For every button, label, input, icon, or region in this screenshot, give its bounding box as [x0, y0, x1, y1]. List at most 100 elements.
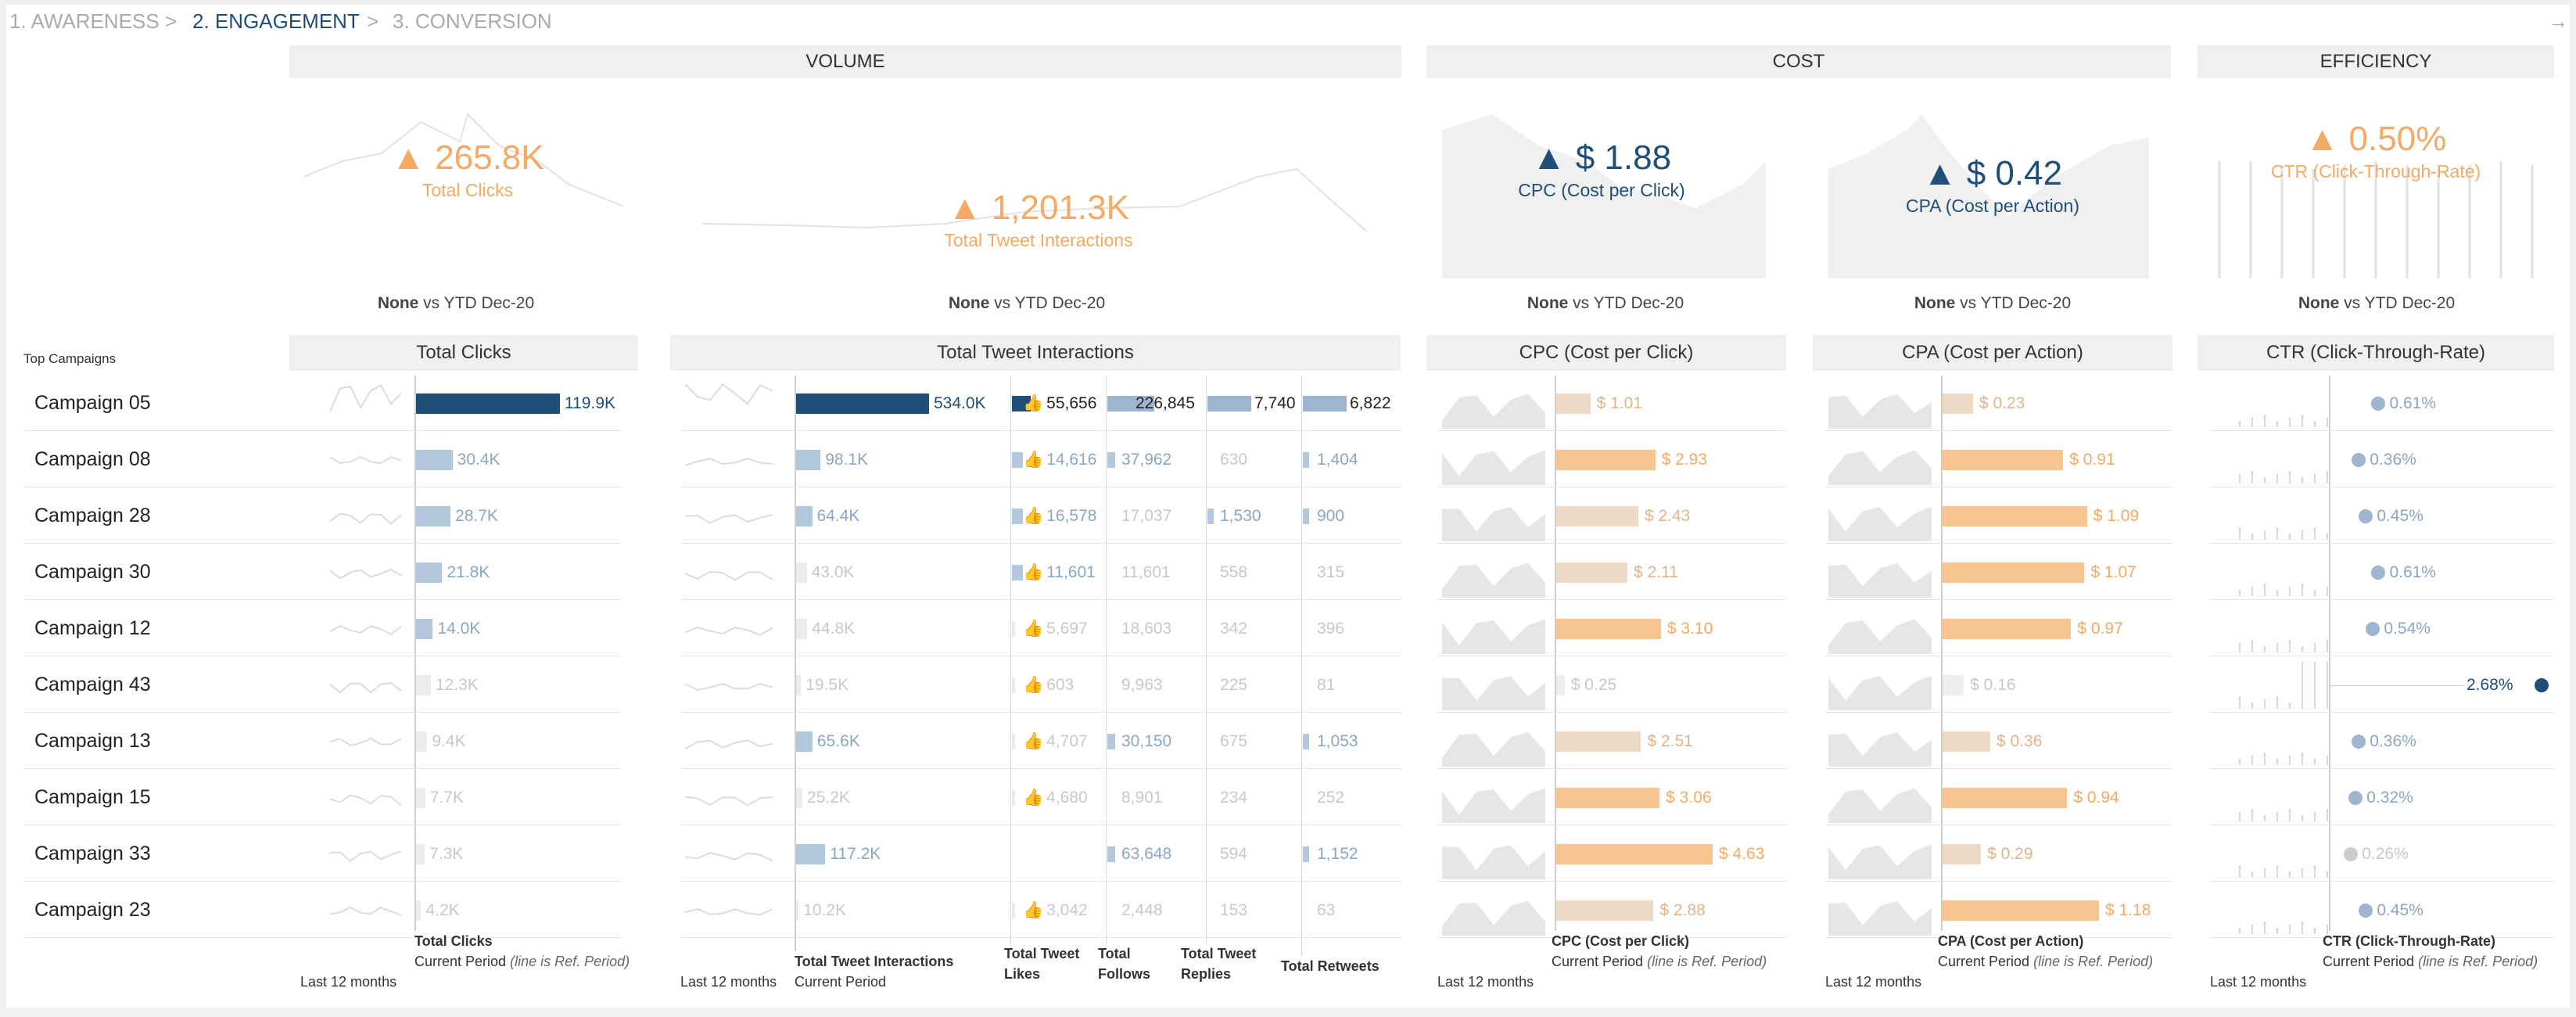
cpa-value: $ 0.23	[1979, 394, 2025, 412]
footer-cpa: CPA (Cost per Action) Current Period (lin…	[1938, 933, 2154, 969]
footer-last12: Last 12 months	[2210, 974, 2307, 990]
likes-bar	[1012, 790, 1015, 806]
likes-text: 14,616	[1046, 451, 1097, 469]
likes-value: 👍 14,616	[1023, 450, 1096, 470]
clicks-value: 28.7K	[455, 507, 498, 525]
col-header-cpc: CPC (Cost per Click)	[1426, 335, 1786, 371]
retweets-bar	[1303, 846, 1309, 862]
nav-step-engagement[interactable]: 2. ENGAGEMENT	[192, 9, 360, 33]
ctr-value: 0.61%	[2389, 563, 2436, 581]
follows-bar	[1107, 734, 1115, 749]
triangle-up-icon: ▲	[1531, 138, 1566, 177]
arrow-right-icon[interactable]: →	[2548, 9, 2568, 33]
col-header-ctr: CTR (Click-Through-Rate)	[2197, 335, 2554, 371]
cpa-bar	[1943, 562, 2085, 583]
ctr-dot	[2371, 397, 2386, 411]
likes-text: 4,680	[1046, 789, 1088, 807]
thumbs-up-icon: 👍	[1023, 901, 1044, 919]
clicks-bar	[416, 788, 425, 808]
kpi-total-interactions: ▲ 1,201.3K Total Tweet Interactions	[890, 188, 1187, 252]
interactions-value: 25.2K	[807, 789, 850, 807]
row-divider	[2210, 599, 2554, 600]
cpc-bar	[1556, 506, 1638, 526]
interactions-sparkline	[684, 570, 773, 581]
campaign-name: Campaign 05	[34, 392, 151, 414]
follows-value: 17,037	[1121, 507, 1172, 525]
replies-value: 7,740	[1254, 394, 1296, 412]
kpi-ctr: ▲ 0.50% CTR (Click-Through-Rate)	[2251, 119, 2501, 183]
ctr-value: 0.45%	[2377, 901, 2424, 919]
retweets-value: 1,053	[1317, 732, 1358, 750]
cpa-sparkline	[1828, 674, 1932, 710]
clicks-value: 119.9K	[565, 394, 615, 412]
dashboard: 1. AWARENESS > 2. ENGAGEMENT > 3. CONVER…	[6, 5, 2570, 1008]
kpi-value: $ 1.88	[1575, 138, 1672, 177]
row-divider	[1437, 712, 1786, 713]
ctr-dot	[2359, 509, 2373, 523]
row-divider	[23, 768, 621, 769]
cpc-bar	[1556, 844, 1713, 864]
interactions-bar	[796, 731, 813, 752]
footer-last12: Last 12 months	[1437, 974, 1534, 990]
row-divider	[1825, 543, 2172, 544]
likes-value: 👍 603	[1023, 675, 1074, 695]
row-divider	[1825, 430, 2172, 431]
column-divider	[1106, 376, 1107, 943]
replies-bar	[1207, 508, 1214, 524]
clicks-sparkline	[329, 794, 402, 807]
likes-text: 5,697	[1046, 620, 1088, 638]
likes-text: 55,656	[1046, 394, 1097, 412]
cpa-value: $ 0.94	[2073, 789, 2119, 807]
column-divider	[1010, 376, 1011, 943]
likes-text: 4,707	[1046, 732, 1088, 750]
cpa-value: $ 1.18	[2105, 901, 2151, 919]
cpc-value: $ 4.63	[1719, 845, 1765, 863]
campaign-name: Campaign 43	[34, 674, 151, 695]
follows-value: 226,845	[1136, 394, 1195, 412]
replies-value: 594	[1220, 845, 1248, 863]
cpa-sparkline	[1828, 562, 1932, 598]
row-divider	[680, 937, 1401, 938]
ctr-dot	[2359, 904, 2373, 918]
clicks-sparkline	[329, 737, 402, 747]
retweets-value: 1,404	[1317, 451, 1358, 469]
cpa-sparkline	[1828, 731, 1932, 767]
thumbs-up-icon: 👍	[1023, 620, 1044, 638]
interactions-value: 98.1K	[825, 451, 869, 469]
follows-value: 8,901	[1121, 789, 1163, 807]
row-divider	[1825, 599, 2172, 600]
retweets-value: 252	[1317, 789, 1345, 807]
likes-text: 603	[1046, 676, 1075, 694]
cpc-bar	[1556, 788, 1660, 808]
triangle-up-icon: ▲	[1922, 154, 1957, 192]
clicks-value: 12.3K	[435, 676, 479, 694]
nav-step-conversion[interactable]: 3. CONVERSION	[393, 9, 552, 33]
ctr-dot	[2371, 566, 2386, 580]
ctr-value: 0.54%	[2384, 620, 2431, 638]
cpc-sparkline	[1442, 845, 1545, 879]
footer-ctr: CTR (Click-Through-Rate) Current Period (…	[2323, 933, 2538, 969]
row-divider	[680, 430, 1401, 431]
follows-value: 18,603	[1121, 620, 1172, 638]
row-divider	[1437, 768, 1786, 769]
kpi-comparison: None vs YTD Dec-20	[948, 294, 1106, 312]
retweets-value: 6,822	[1350, 394, 1391, 412]
nav-step-awareness[interactable]: 1. AWARENESS	[9, 9, 160, 33]
follows-bar	[1107, 396, 1154, 411]
cpa-value: $ 0.97	[2077, 620, 2123, 638]
cpc-bar	[1556, 619, 1661, 639]
clicks-bar	[416, 844, 425, 864]
cpc-value: $ 2.93	[1661, 451, 1707, 469]
cpc-sparkline	[1442, 619, 1545, 654]
clicks-value: 9.4K	[432, 732, 466, 750]
kpi-cpa: ▲ $ 0.42 CPA (Cost per Action)	[1867, 153, 2118, 217]
row-divider	[2210, 937, 2554, 938]
footer-interactions: Total Tweet Interactions Current Period	[795, 954, 954, 990]
kpi-interactions-trend	[701, 167, 1368, 232]
row-divider	[23, 937, 621, 938]
column-divider	[1941, 376, 1943, 931]
replies-value: 630	[1220, 451, 1248, 469]
column-divider	[1206, 376, 1207, 943]
cpc-value: $ 0.25	[1570, 676, 1617, 694]
likes-bar	[1012, 565, 1023, 580]
